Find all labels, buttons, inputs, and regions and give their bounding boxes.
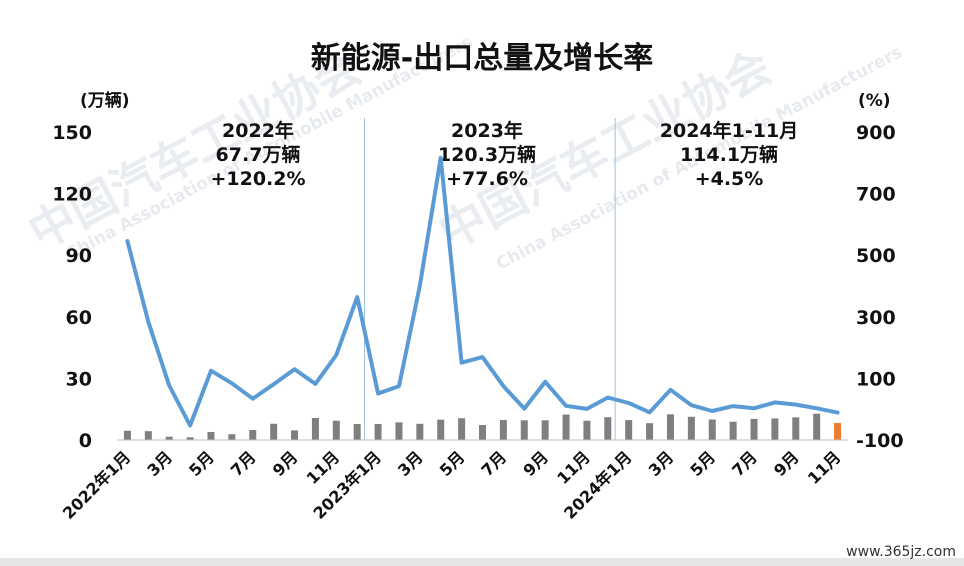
volume-bar [165, 436, 173, 440]
volume-bar [353, 423, 361, 440]
x-tick-label: 11月 [804, 447, 845, 488]
right-axis-unit: (%) [858, 91, 891, 111]
volume-bar [332, 420, 340, 440]
x-tick-label: 9月 [519, 447, 552, 480]
volume-bar [520, 420, 528, 440]
x-tick-label: 3月 [394, 447, 427, 480]
x-tick-label: 7月 [227, 447, 260, 480]
x-tick-label: 3月 [645, 447, 678, 480]
annotation-year: 2023年 [451, 119, 523, 142]
footer-bar [0, 558, 964, 566]
left-axis-unit: (万辆) [80, 90, 130, 111]
volume-bar [374, 423, 382, 440]
volume-bar [291, 430, 299, 440]
volume-bar [499, 420, 507, 440]
right-tick-label: 100 [856, 368, 896, 390]
left-tick-label: 90 [66, 245, 92, 267]
right-tick-label: 500 [856, 245, 896, 267]
annotation-volume: 120.3万辆 [438, 143, 536, 166]
chart-title: 新能源-出口总量及增长率 [311, 41, 653, 76]
x-tick-label: 9月 [269, 447, 302, 480]
left-tick-label: 60 [66, 307, 92, 329]
right-tick-label: -100 [856, 430, 904, 452]
left-axis-ticks: 0 30 60 90 120 150 [52, 122, 92, 452]
x-tick-label: 2022年1月 [59, 447, 134, 522]
annotation-growth: +77.6% [446, 168, 528, 190]
volume-bar [270, 423, 278, 440]
source-credit: www.365jz.com [846, 544, 956, 560]
x-tick-label: 3月 [143, 447, 176, 480]
annotation-growth: +120.2% [210, 168, 305, 190]
volume-bar [395, 422, 403, 440]
left-tick-label: 120 [52, 184, 92, 206]
volume-bar [813, 413, 821, 440]
year-dividers [363, 118, 616, 440]
annotation-year: 2024年1-11月 [660, 119, 798, 142]
volume-bar [479, 425, 486, 440]
right-tick-label: 700 [856, 184, 896, 206]
volume-bar [771, 418, 779, 440]
volume-bar [646, 423, 654, 440]
x-tick-label: 7月 [478, 447, 511, 480]
volume-bar [666, 414, 674, 440]
right-tick-label: 300 [856, 307, 896, 329]
volume-bar [144, 431, 152, 440]
volume-bar [541, 420, 549, 440]
volume-bar [583, 420, 591, 440]
x-tick-label: 9月 [770, 447, 803, 480]
annotation-growth: +4.5% [695, 168, 764, 190]
volume-bar [186, 437, 194, 440]
volume-bar [708, 419, 716, 440]
left-tick-label: 0 [79, 430, 92, 452]
right-axis-ticks: -100 100 300 500 700 900 [856, 122, 904, 452]
x-tick-label: 5月 [686, 447, 719, 480]
volume-bar [207, 431, 215, 440]
volume-bar-highlight [834, 422, 842, 440]
volume-bar [249, 429, 257, 440]
volume-bar [458, 418, 466, 440]
volume-bar [562, 414, 570, 440]
volume-bar [792, 417, 800, 440]
left-tick-label: 30 [66, 368, 92, 390]
annotation-volume: 114.1万辆 [680, 143, 778, 166]
x-tick-label: 7月 [728, 447, 761, 480]
volume-bar [625, 420, 633, 440]
volume-bar [729, 421, 737, 440]
x-tick-label: 5月 [185, 447, 218, 480]
volume-bar [437, 419, 445, 440]
volume-bars [123, 413, 842, 440]
volume-bar [311, 418, 319, 440]
right-tick-label: 900 [856, 122, 896, 144]
volume-bar [228, 434, 236, 440]
volume-bar [123, 430, 131, 440]
growth-rate-series [125, 155, 840, 428]
left-tick-label: 150 [52, 122, 92, 144]
volume-bar [604, 417, 612, 440]
volume-bar [750, 418, 758, 440]
x-tick-label: 5月 [436, 447, 469, 480]
annotation-year: 2022年 [222, 119, 294, 142]
annotation-volume: 67.7万辆 [216, 143, 301, 166]
volume-bar [687, 416, 695, 440]
volume-bar [416, 423, 424, 440]
